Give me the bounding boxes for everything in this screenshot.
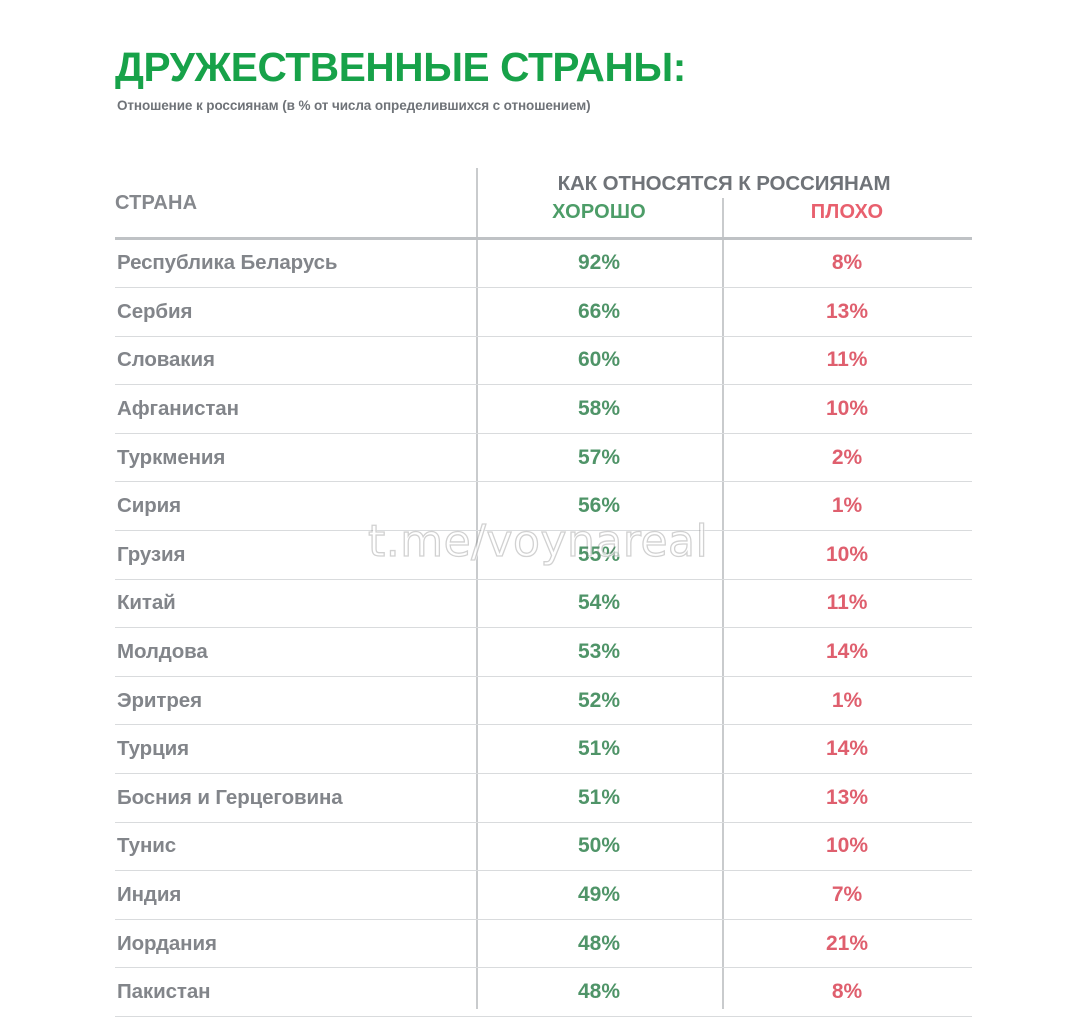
cell-country: Босния и Герцеговина bbox=[117, 786, 343, 810]
column-header-bad: ПЛОХО bbox=[722, 201, 972, 224]
table-row: Грузия 55%10% bbox=[115, 531, 972, 580]
column-header-group: КАК ОТНОСЯТСЯ К РОССИЯНАМ bbox=[476, 172, 972, 196]
cell-country: Туркмения bbox=[117, 446, 225, 470]
cell-bad-percent: 10% bbox=[722, 397, 972, 421]
cell-country: Эритрея bbox=[117, 689, 202, 713]
cell-country: Республика Беларусь bbox=[117, 251, 337, 275]
table-header: СТРАНА КАК ОТНОСЯТСЯ К РОССИЯНАМ ХОРОШО … bbox=[115, 168, 972, 237]
cell-bad-percent: 11% bbox=[722, 591, 972, 615]
cell-bad-percent: 11% bbox=[722, 348, 972, 372]
column-header-country: СТРАНА bbox=[115, 192, 197, 215]
cell-good-percent: 66% bbox=[476, 300, 722, 324]
cell-good-percent: 48% bbox=[476, 932, 722, 956]
cell-good-percent: 52% bbox=[476, 689, 722, 713]
page-subtitle: Отношение к россиянам (в % от числа опре… bbox=[117, 98, 975, 114]
cell-good-percent: 60% bbox=[476, 348, 722, 372]
cell-country: Сербия bbox=[117, 300, 192, 324]
cell-bad-percent: 8% bbox=[722, 980, 972, 1004]
cell-country: Сирия bbox=[117, 494, 181, 518]
cell-good-percent: 58% bbox=[476, 397, 722, 421]
table-row: Афганистан 58%10% bbox=[115, 385, 972, 434]
cell-bad-percent: 14% bbox=[722, 640, 972, 664]
table-row: Босния и Герцеговина 51%13% bbox=[115, 774, 972, 823]
cell-country: Словакия bbox=[117, 348, 215, 372]
cell-bad-percent: 14% bbox=[722, 737, 972, 761]
cell-good-percent: 51% bbox=[476, 786, 722, 810]
cell-country: Иордания bbox=[117, 932, 217, 956]
cell-bad-percent: 13% bbox=[722, 300, 972, 324]
page-title: ДРУЖЕСТВЕННЫЕ СТРАНЫ: bbox=[115, 44, 966, 90]
cell-good-percent: 55% bbox=[476, 543, 722, 567]
cell-country: Грузия bbox=[117, 543, 185, 567]
table-row: Эритрея 52%1% bbox=[115, 677, 972, 726]
table-row: Словакия 60%11% bbox=[115, 337, 972, 386]
table-row: Индия 49%7% bbox=[115, 871, 972, 920]
table-row: Сирия 56%1% bbox=[115, 482, 972, 531]
cell-country: Китай bbox=[117, 591, 176, 615]
cell-country: Афганистан bbox=[117, 397, 239, 421]
cell-bad-percent: 7% bbox=[722, 883, 972, 907]
cell-good-percent: 53% bbox=[476, 640, 722, 664]
column-header-good: ХОРОШО bbox=[476, 201, 722, 224]
cell-bad-percent: 1% bbox=[722, 689, 972, 713]
cell-good-percent: 56% bbox=[476, 494, 722, 518]
cell-good-percent: 48% bbox=[476, 980, 722, 1004]
table-row: Тунис 50%10% bbox=[115, 823, 972, 872]
table-row: Иордания 48%21% bbox=[115, 920, 972, 969]
table-row: Сербия 66%13% bbox=[115, 288, 972, 337]
cell-good-percent: 54% bbox=[476, 591, 722, 615]
cell-good-percent: 51% bbox=[476, 737, 722, 761]
cell-country: Индия bbox=[117, 883, 181, 907]
cell-bad-percent: 10% bbox=[722, 834, 972, 858]
cell-good-percent: 50% bbox=[476, 834, 722, 858]
cell-bad-percent: 13% bbox=[722, 786, 972, 810]
cell-country: Тунис bbox=[117, 834, 176, 858]
header-block: ДРУЖЕСТВЕННЫЕ СТРАНЫ: Отношение к россия… bbox=[115, 44, 975, 114]
cell-good-percent: 49% bbox=[476, 883, 722, 907]
table-row: Молдова 53%14% bbox=[115, 628, 972, 677]
table-row: Турция 51%14% bbox=[115, 725, 972, 774]
cell-bad-percent: 1% bbox=[722, 494, 972, 518]
cell-bad-percent: 8% bbox=[722, 251, 972, 275]
cell-country: Пакистан bbox=[117, 980, 210, 1004]
table-row: Китай 54%11% bbox=[115, 580, 972, 629]
cell-good-percent: 57% bbox=[476, 446, 722, 470]
cell-country: Молдова bbox=[117, 640, 208, 664]
cell-country: Турция bbox=[117, 737, 189, 761]
table-row: Пакистан 48%8% bbox=[115, 968, 972, 1017]
cell-bad-percent: 2% bbox=[722, 446, 972, 470]
cell-bad-percent: 10% bbox=[722, 543, 972, 567]
cell-bad-percent: 21% bbox=[722, 932, 972, 956]
table-row: Республика Беларусь 92%8% bbox=[115, 240, 972, 289]
cell-good-percent: 92% bbox=[476, 251, 722, 275]
ratings-table: СТРАНА КАК ОТНОСЯТСЯ К РОССИЯНАМ ХОРОШО … bbox=[115, 168, 972, 237]
table-row: Туркмения 57%2% bbox=[115, 434, 972, 483]
